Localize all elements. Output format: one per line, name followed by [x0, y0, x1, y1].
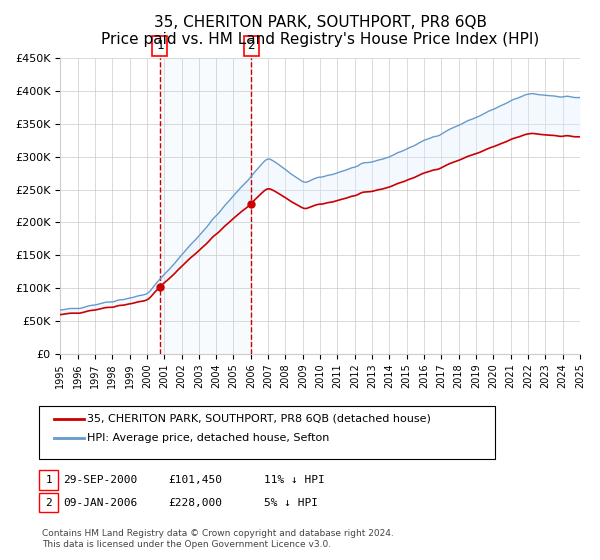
Text: 5% ↓ HPI: 5% ↓ HPI: [264, 498, 318, 507]
Text: Contains HM Land Registry data © Crown copyright and database right 2024.
This d: Contains HM Land Registry data © Crown c…: [42, 529, 394, 549]
Text: 2: 2: [45, 498, 52, 507]
Text: 1: 1: [156, 39, 164, 53]
Text: 1: 1: [45, 475, 52, 485]
Text: £101,450: £101,450: [168, 475, 222, 485]
Title: 35, CHERITON PARK, SOUTHPORT, PR8 6QB
Price paid vs. HM Land Registry's House Pr: 35, CHERITON PARK, SOUTHPORT, PR8 6QB Pr…: [101, 15, 539, 48]
Text: 2: 2: [248, 39, 255, 53]
Point: [155, 283, 164, 292]
Point: [247, 199, 256, 208]
Text: 35, CHERITON PARK, SOUTHPORT, PR8 6QB (detached house): 35, CHERITON PARK, SOUTHPORT, PR8 6QB (d…: [87, 414, 431, 424]
Text: 11% ↓ HPI: 11% ↓ HPI: [264, 475, 325, 485]
Text: 29-SEP-2000: 29-SEP-2000: [63, 475, 137, 485]
Text: £228,000: £228,000: [168, 498, 222, 507]
Text: 09-JAN-2006: 09-JAN-2006: [63, 498, 137, 507]
Text: HPI: Average price, detached house, Sefton: HPI: Average price, detached house, Seft…: [87, 433, 329, 443]
Bar: [160, 58, 251, 353]
